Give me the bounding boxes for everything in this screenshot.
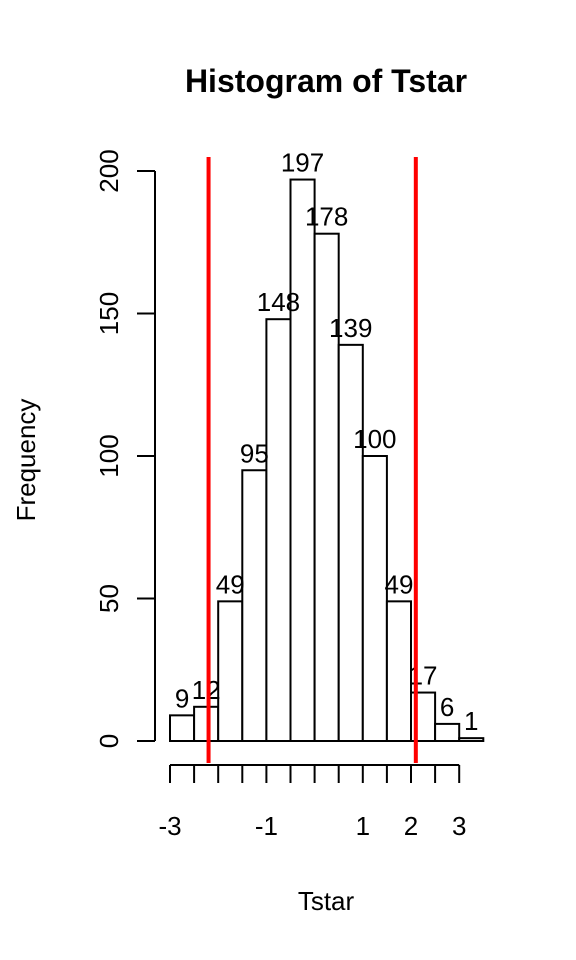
reference-lines-group [206, 157, 418, 763]
y-tick-label: 200 [94, 149, 124, 192]
histogram-bar [313, 232, 340, 742]
bar-count-label: 49 [216, 569, 245, 599]
histogram-bar [337, 343, 364, 742]
bars-group [169, 178, 485, 743]
y-tick-label: 100 [94, 434, 124, 477]
y-tick-label: 50 [94, 584, 124, 613]
bar-count-label: 148 [257, 287, 300, 317]
histogram-bar [241, 469, 268, 742]
x-axis: -3 -1 1 2 3 [158, 764, 466, 841]
bar-labels-group: 9 12 49 95 148 197 178 139 100 49 176 1 [175, 148, 479, 737]
bar-count-label: 12 [192, 675, 221, 705]
histogram-bar [361, 455, 388, 742]
histogram-bar [458, 737, 485, 743]
y-tick-label: 0 [94, 734, 124, 748]
histogram-bar [434, 722, 461, 743]
bar-count-label: 100 [353, 424, 396, 454]
histogram-bar [385, 600, 412, 742]
histogram-bar [265, 318, 292, 742]
histogram-bar [193, 705, 220, 742]
x-axis-label: Tstar [298, 886, 355, 916]
histogram-bar [169, 714, 196, 742]
x-tick-label: 1 [356, 811, 370, 841]
chart-title: Histogram of Tstar [185, 63, 467, 99]
bar-count-label: 1 [464, 706, 478, 736]
bar-count-label: 17 [409, 661, 438, 691]
y-axis: 0 50 100 150 200 [94, 149, 156, 748]
x-tick-label: 3 [452, 811, 466, 841]
bar-count-label: 49 [384, 569, 413, 599]
x-tick-label: -1 [255, 811, 278, 841]
bar-count-label: 178 [305, 202, 348, 232]
y-axis-label: Frequency [11, 399, 41, 522]
bar-count-label: 95 [240, 438, 269, 468]
y-tick-label: 150 [94, 292, 124, 335]
x-tick-label: -3 [158, 811, 181, 841]
bar-count-label: 139 [329, 313, 372, 343]
histogram-bar [289, 178, 316, 743]
x-tick-label: 2 [404, 811, 418, 841]
histogram-bar [217, 600, 244, 742]
bar-count-label: 6 [440, 692, 454, 722]
bar-count-label: 9 [175, 683, 189, 713]
bar-count-label: 197 [281, 148, 324, 178]
